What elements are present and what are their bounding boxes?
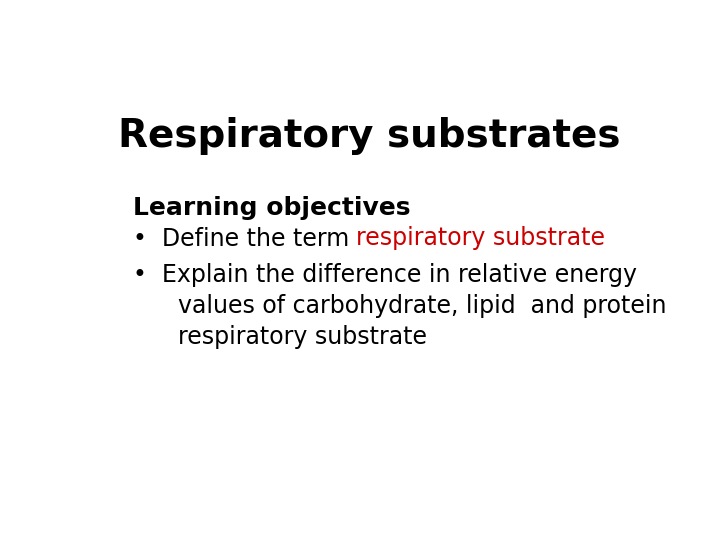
Text: Respiratory substrates: Respiratory substrates (118, 117, 620, 155)
Text: •  Define the term: • Define the term (132, 226, 356, 251)
Text: respiratory substrate: respiratory substrate (356, 226, 606, 251)
Text: Learning objectives: Learning objectives (132, 195, 410, 220)
Text: •  Explain the difference in relative energy
      values of carbohydrate, lipid: • Explain the difference in relative ene… (132, 264, 666, 349)
